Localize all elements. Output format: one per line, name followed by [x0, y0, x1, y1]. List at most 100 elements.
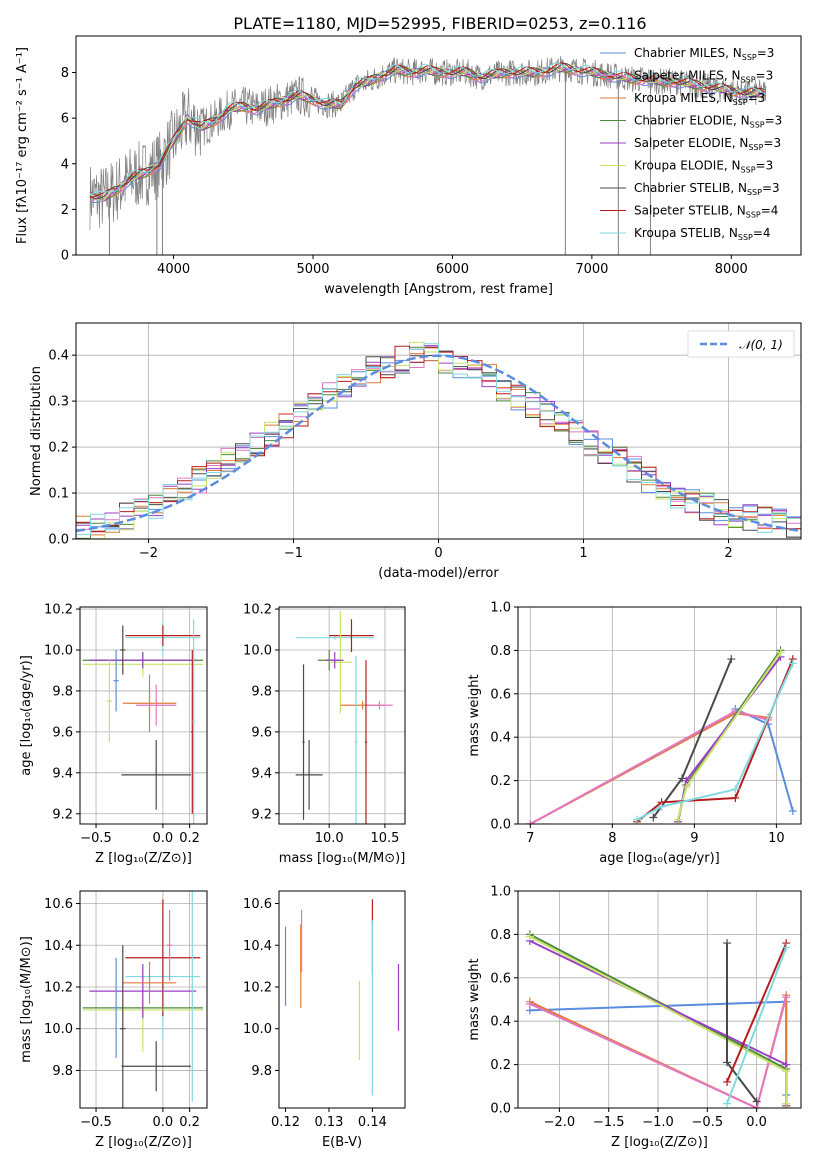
tick-label-y: 10.2 [243, 980, 272, 995]
tick-label-y: 0.6 [490, 971, 511, 986]
y-axis-label: mass [log₁₀(M/M⊙)] [19, 936, 34, 1063]
legend-entry: Salpeter STELIB, NSSP=4 [634, 204, 778, 220]
tick-label-y: 0.0 [490, 818, 511, 833]
legend-entry: Kroupa STELIB, NSSP=4 [634, 226, 771, 242]
tick-label-y: 9.6 [251, 725, 272, 740]
tick-label-x: 0.2 [179, 1115, 200, 1130]
tick-label-y: 0.1 [48, 487, 69, 502]
weight-marker [657, 802, 666, 811]
tick-label-y: 9.2 [52, 807, 73, 822]
y-axis-label: Flux [fλ10⁻¹⁷ erg cm⁻² s⁻¹ A⁻¹] [15, 47, 30, 244]
tick-label-y: 0.2 [490, 774, 511, 789]
tick-label-x: 1 [579, 546, 587, 561]
chart-mass_Z: −0.5 0.0 0.2 9.8 10.0 10.2 10.4 10.6 Z [log₁₀(Z/… [19, 890, 208, 1150]
tick-label-y: 10.4 [44, 939, 73, 954]
legend-entry: Salpeter MILES, NSSP=3 [634, 69, 773, 85]
tick-label-y: 1.0 [490, 601, 511, 616]
tick-label-y: 0 [61, 249, 69, 264]
tick-label-x: −0.5 [80, 1115, 112, 1130]
tick-label-x: 0 [434, 546, 442, 561]
legend-entry: Salpeter ELODIE, NSSP=3 [634, 136, 781, 152]
chart-residuals: 𝒩(0, 1) −2 −1 0 1 2 0.0 0.1 0.2 0.3 0.4 (data-model… [29, 322, 802, 581]
x-axis-label: E(B-V) [322, 1135, 362, 1150]
tick-label-y: 10.2 [44, 980, 73, 995]
tick-label-x: −1.5 [593, 1115, 625, 1130]
tick-label-x: 0.0 [746, 1115, 767, 1130]
weight-line-sMILES [529, 997, 788, 1108]
weight-line-kMILES [529, 712, 769, 824]
tick-label-x: 10 [768, 831, 785, 846]
weight-marker [673, 815, 682, 824]
tick-label-x: 2 [724, 546, 732, 561]
tick-label-y: 9.8 [52, 1064, 73, 1079]
tick-label-y: 10.0 [44, 1022, 73, 1037]
weight-marker [776, 648, 785, 657]
tick-label-y: 0.4 [48, 349, 69, 364]
weight-marker [788, 806, 797, 815]
tick-label-x: −0.5 [80, 831, 112, 846]
weight-line-sELODIE [677, 656, 782, 822]
tick-label-x: −2 [139, 546, 158, 561]
tick-label-y: 9.8 [251, 1064, 272, 1079]
tick-label-x: −1.0 [642, 1115, 674, 1130]
tick-label-y: 10.2 [243, 603, 272, 618]
y-axis-label: mass weight [467, 958, 482, 1040]
figure-title: PLATE=1180, MJD=52995, FIBERID=0253, z=0… [233, 14, 646, 33]
weight-marker [632, 815, 641, 824]
weight-marker [782, 993, 791, 1002]
x-axis-label: (data-model)/error [378, 566, 499, 581]
chart-age_mass: 10.0 10.5 9.2 9.4 9.6 9.8 10.0 10.2 mass [log₁₀(… [243, 603, 406, 866]
tick-label-y: 10.0 [243, 643, 272, 658]
x-axis-label: Z [log₁₀(Z/Z⊙)] [95, 851, 192, 866]
weight-line-sMILES [529, 710, 769, 824]
plot-area [82, 891, 203, 1108]
tick-label-x: 4000 [157, 262, 190, 277]
chart-weight_age: 7 8 9 10 0.0 0.2 0.4 0.6 0.8 1.0 age [log₁₀(age/yr… [467, 601, 802, 866]
normal-curve [76, 354, 801, 533]
tick-label-x: 10.5 [370, 831, 399, 846]
chart-mass_ebv: 0.12 0.13 0.14 9.8 10.0 10.2 10.4 10.6 E(B-V) [243, 890, 406, 1150]
plot-area [295, 611, 393, 824]
weight-marker [782, 1067, 791, 1076]
legend-entry: Chabrier ELODIE, NSSP=3 [634, 114, 782, 130]
tick-label-x: 0.12 [271, 1115, 300, 1130]
tick-label-y: 0.8 [490, 928, 511, 943]
chart-age_Z: −0.5 0.0 0.2 9.2 9.4 9.6 9.8 10.0 10.2 Z [log₁₀(Z… [19, 603, 208, 866]
tick-label-x: 8 [608, 831, 616, 846]
weight-marker [723, 939, 732, 948]
weight-marker [525, 999, 534, 1008]
axes-frame [517, 890, 802, 1109]
plot-area [526, 646, 797, 824]
tick-label-y: 10.6 [44, 897, 73, 912]
legend-entry: Chabrier MILES, NSSP=3 [634, 46, 774, 62]
tick-label-x: −1 [284, 546, 303, 561]
tick-label-y: 9.6 [52, 725, 73, 740]
weight-marker [782, 943, 791, 952]
x-axis-label: Z [log₁₀(Z/Z⊙)] [95, 1135, 192, 1150]
weight-marker [727, 655, 736, 664]
legend-entry: Kroupa MILES, NSSP=3 [634, 91, 765, 107]
tick-label-y: 9.2 [251, 807, 272, 822]
tick-label-x: 0.0 [153, 831, 174, 846]
tick-label-x: 7 [526, 831, 534, 846]
x-axis-label: Z [log₁₀(Z/Z⊙)] [611, 1135, 708, 1150]
tick-label-x: 5000 [296, 262, 329, 277]
tick-label-y: 0.0 [490, 1102, 511, 1117]
axes-frame [278, 606, 406, 825]
tick-label-y: 10.2 [44, 603, 73, 618]
model-line-kELODIE [89, 64, 765, 201]
tick-label-y: 9.4 [52, 766, 73, 781]
weight-marker [731, 785, 740, 794]
x-axis-label: age [log₁₀(age/yr)] [599, 851, 720, 866]
weight-marker [731, 793, 740, 802]
tick-label-x: −0.5 [692, 1115, 724, 1130]
axes-frame [517, 606, 802, 825]
data-spectrum-line [89, 55, 767, 230]
weight-line-kSTELIB [726, 947, 788, 1105]
weight-marker [682, 783, 691, 792]
tick-label-y: 0.8 [490, 644, 511, 659]
tick-label-y: 9.8 [251, 684, 272, 699]
tick-label-y: 9.8 [52, 684, 73, 699]
tick-label-y: 0.6 [490, 687, 511, 702]
tick-label-x: 0.2 [179, 831, 200, 846]
